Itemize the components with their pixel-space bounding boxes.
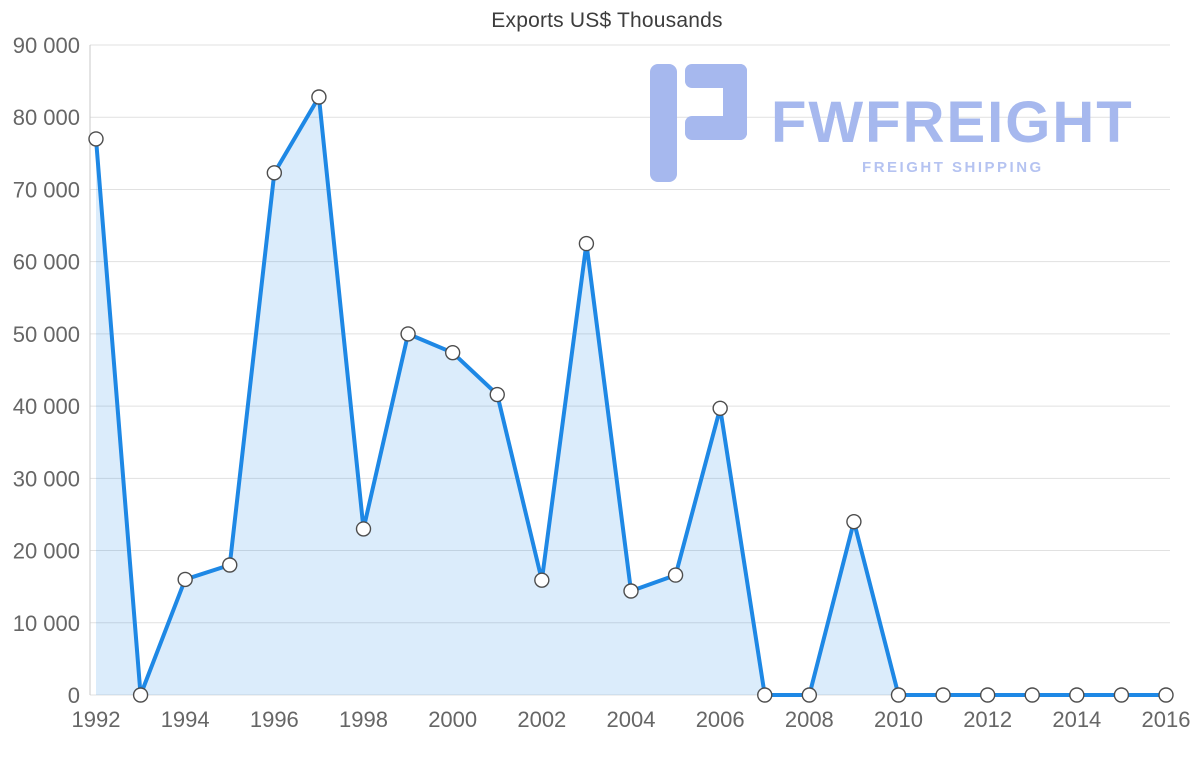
data-point[interactable] [935, 687, 951, 703]
x-axis-label: 2010 [874, 707, 923, 732]
data-point[interactable] [311, 89, 327, 105]
data-point[interactable] [757, 687, 773, 703]
data-point[interactable] [578, 235, 595, 252]
data-point[interactable] [355, 521, 372, 537]
data-point[interactable] [623, 583, 639, 599]
data-point[interactable] [534, 572, 550, 588]
data-point[interactable] [222, 557, 238, 573]
data-point[interactable] [712, 400, 728, 416]
x-axis-label: 2008 [785, 707, 834, 732]
data-point[interactable] [177, 571, 193, 588]
y-axis-label: 60 000 [13, 250, 80, 275]
x-axis-label: 2016 [1142, 707, 1191, 732]
data-point[interactable] [801, 687, 818, 703]
x-axis-label: 2012 [963, 707, 1012, 732]
x-axis-label: 2006 [696, 707, 745, 732]
data-point[interactable] [132, 687, 149, 703]
y-axis-label: 0 [68, 683, 80, 708]
data-point[interactable] [1113, 687, 1130, 703]
y-axis-label: 90 000 [13, 33, 80, 58]
data-point[interactable] [266, 165, 283, 181]
y-axis-label: 30 000 [13, 466, 80, 491]
data-point[interactable] [1158, 687, 1174, 703]
data-point[interactable] [890, 687, 907, 703]
data-point[interactable] [400, 326, 416, 342]
y-axis-label: 50 000 [13, 322, 80, 347]
data-point[interactable] [444, 344, 461, 361]
x-axis-label: 1996 [250, 707, 299, 732]
data-point[interactable] [489, 386, 505, 403]
data-point[interactable] [1024, 687, 1040, 703]
y-axis-label: 10 000 [13, 611, 80, 636]
data-point[interactable] [846, 513, 862, 530]
x-axis-label: 1994 [161, 707, 210, 732]
x-axis-label: 1998 [339, 707, 388, 732]
series-area [96, 97, 1166, 695]
x-axis-label: 1992 [72, 707, 121, 732]
y-axis-label: 80 000 [13, 105, 80, 130]
y-axis-label: 20 000 [13, 539, 80, 564]
data-point[interactable] [667, 567, 684, 583]
x-axis-label: 2000 [428, 707, 477, 732]
data-point[interactable] [1069, 687, 1085, 703]
x-axis-label: 2002 [517, 707, 566, 732]
y-axis-label: 40 000 [13, 394, 80, 419]
x-axis-label: 2014 [1052, 707, 1101, 732]
y-axis-label: 70 000 [13, 177, 80, 202]
data-point[interactable] [979, 687, 996, 703]
chart-title: Exports US$ Thousands [491, 9, 723, 32]
data-point[interactable] [88, 131, 104, 147]
x-axis-label: 2004 [607, 707, 656, 732]
